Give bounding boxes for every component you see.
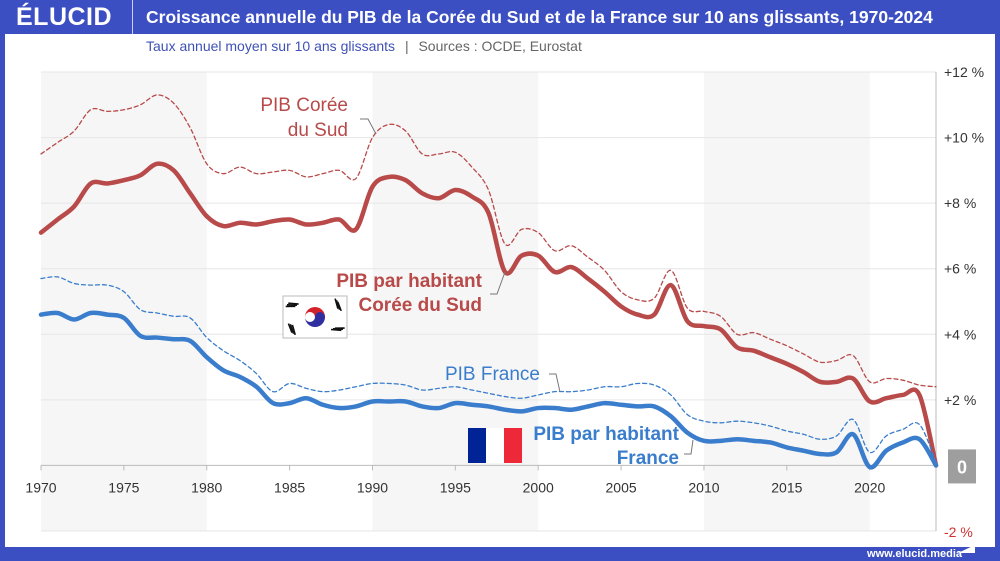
- x-tick-label: 2010: [688, 479, 719, 495]
- x-tick-label: 1975: [108, 479, 139, 495]
- south-korea-flag-trigram: [289, 323, 295, 335]
- leader-line: [360, 118, 377, 135]
- footer-url[interactable]: www.elucid.media: [867, 548, 962, 560]
- x-tick-label: 1985: [274, 479, 305, 495]
- subtitle-text: Taux annuel moyen sur 10 ans glissants: [146, 38, 396, 54]
- series-france-gdp: [40, 276, 937, 463]
- label-france-gdp-per-capita: France: [617, 448, 679, 469]
- france-flag: [504, 428, 522, 463]
- x-tick-label: 2020: [854, 479, 885, 495]
- label-korea-gdp: du Sud: [288, 120, 348, 141]
- y-tick-label: +6 %: [944, 261, 976, 277]
- south-korea-flag-trigram: [336, 301, 342, 312]
- south-korea-flag-trigram: [286, 304, 298, 306]
- south-korea-flag-trigram: [332, 328, 344, 330]
- y-tick-label: +10 %: [944, 130, 984, 146]
- subtitle-separator: |: [404, 38, 409, 54]
- x-tick-label: 2000: [523, 479, 554, 495]
- x-tick-label: 1980: [191, 479, 222, 495]
- south-korea-flag-trigram: [334, 298, 339, 309]
- y-tick-label: -2 %: [944, 524, 973, 540]
- south-korea-flag-trigram: [288, 302, 299, 305]
- x-tick-label: 1990: [357, 479, 388, 495]
- y-tick-label: +2 %: [944, 392, 976, 408]
- leader-line: [490, 271, 506, 295]
- south-korea-flag-trigram: [330, 328, 342, 332]
- series-korea-gdp-per-capita: [38, 161, 939, 468]
- label-korea-gdp-per-capita: Corée du Sud: [358, 295, 482, 316]
- chart-title: Croissance annuelle du PIB de la Corée d…: [146, 7, 933, 27]
- y-tick-label: +12 %: [944, 64, 984, 80]
- series-korea-gdp: [40, 94, 937, 388]
- france-flag: [486, 428, 504, 463]
- y-tick-label: 0: [957, 457, 967, 477]
- south-korea-flag-trigram: [335, 299, 341, 311]
- leader-line: [684, 439, 694, 455]
- zero-badge: [948, 449, 976, 484]
- y-tick-label: +8 %: [944, 195, 976, 211]
- france-flag: [468, 428, 486, 463]
- series-france-gdp-per-capita: [38, 310, 939, 470]
- leader-line: [549, 373, 561, 393]
- subtitle-sources: Sources : OCDE, Eurostat: [418, 38, 582, 54]
- elucid-logo: ÉLUCID: [16, 3, 113, 31]
- y-tick-label: +4 %: [944, 326, 976, 342]
- label-france-gdp-per-capita: PIB par habitant: [533, 424, 679, 445]
- elucid-corner-mark: [958, 545, 975, 553]
- south-korea-flag-trigram: [287, 323, 293, 333]
- x-tick-label: 1970: [25, 479, 56, 495]
- south-korea-flag-taegeuk: [305, 312, 325, 327]
- decade-band: [703, 72, 870, 531]
- x-tick-label: 2005: [606, 479, 637, 495]
- x-tick-label: 1995: [440, 479, 471, 495]
- header: ÉLUCID Croissance annuelle du PIB de la …: [0, 0, 1000, 34]
- south-korea-flag-trigram: [285, 305, 296, 308]
- header-divider: [132, 0, 133, 34]
- x-tick-label: 2015: [771, 479, 802, 495]
- decade-band: [41, 72, 207, 531]
- chart-subtitle: Taux annuel moyen sur 10 ans glissants |…: [146, 38, 582, 54]
- label-korea-gdp-per-capita: PIB par habitant: [336, 271, 482, 292]
- south-korea-flag-trigram: [291, 324, 296, 336]
- label-france-gdp: PIB France: [445, 364, 540, 385]
- south-korea-flag-trigram: [334, 327, 345, 329]
- label-korea-gdp: PIB Corée: [260, 95, 348, 116]
